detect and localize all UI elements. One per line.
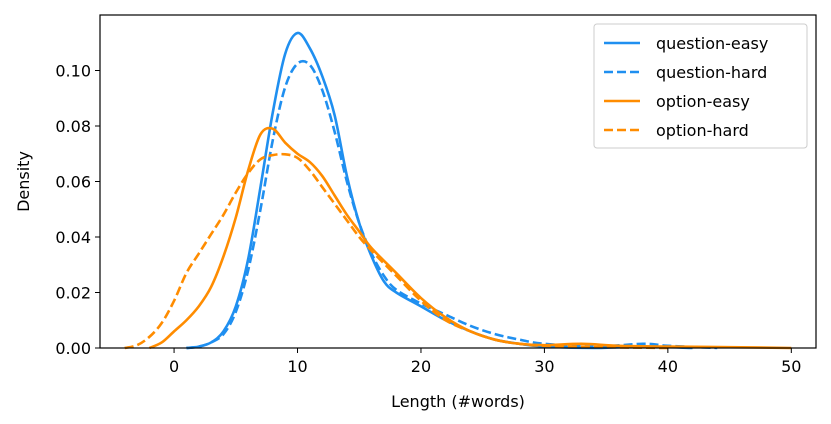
y-tick-label: 0.06 bbox=[55, 173, 91, 192]
y-axis: 0.00 0.02 0.04 0.06 0.08 0.10 bbox=[55, 62, 100, 358]
series-lines bbox=[124, 31, 792, 350]
series-line-option-easy bbox=[148, 126, 792, 350]
legend-label-question-hard: question-hard bbox=[656, 63, 767, 82]
y-tick-label: 0.04 bbox=[55, 228, 91, 247]
y-tick-label: 0.08 bbox=[55, 117, 91, 136]
legend-entries: question-easy question-hard option-easy opt… bbox=[604, 34, 768, 140]
y-tick-label: 0.10 bbox=[55, 62, 91, 81]
y-axis-label: Density bbox=[14, 151, 33, 212]
x-tick-label: 0 bbox=[169, 357, 179, 376]
x-tick-label: 10 bbox=[287, 357, 307, 376]
legend-label-option-hard: option-hard bbox=[656, 121, 749, 140]
series-line-option-hard bbox=[124, 152, 668, 350]
x-axis-label: Length (#words) bbox=[391, 392, 525, 411]
legend: question-easy question-hard option-easy opt… bbox=[593, 23, 808, 149]
legend-label-option-easy: option-easy bbox=[656, 92, 750, 111]
series-line-question-hard bbox=[186, 59, 718, 350]
x-tick-label: 40 bbox=[658, 357, 678, 376]
legend-box bbox=[593, 23, 808, 149]
legend-label-question-easy: question-easy bbox=[656, 34, 768, 53]
y-tick-label: 0.00 bbox=[55, 339, 91, 358]
x-axis: 0 10 20 30 40 50 bbox=[169, 348, 801, 376]
x-tick-label: 50 bbox=[781, 357, 801, 376]
x-tick-label: 20 bbox=[411, 357, 431, 376]
y-tick-label: 0.02 bbox=[55, 284, 91, 303]
x-tick-label: 30 bbox=[534, 357, 554, 376]
